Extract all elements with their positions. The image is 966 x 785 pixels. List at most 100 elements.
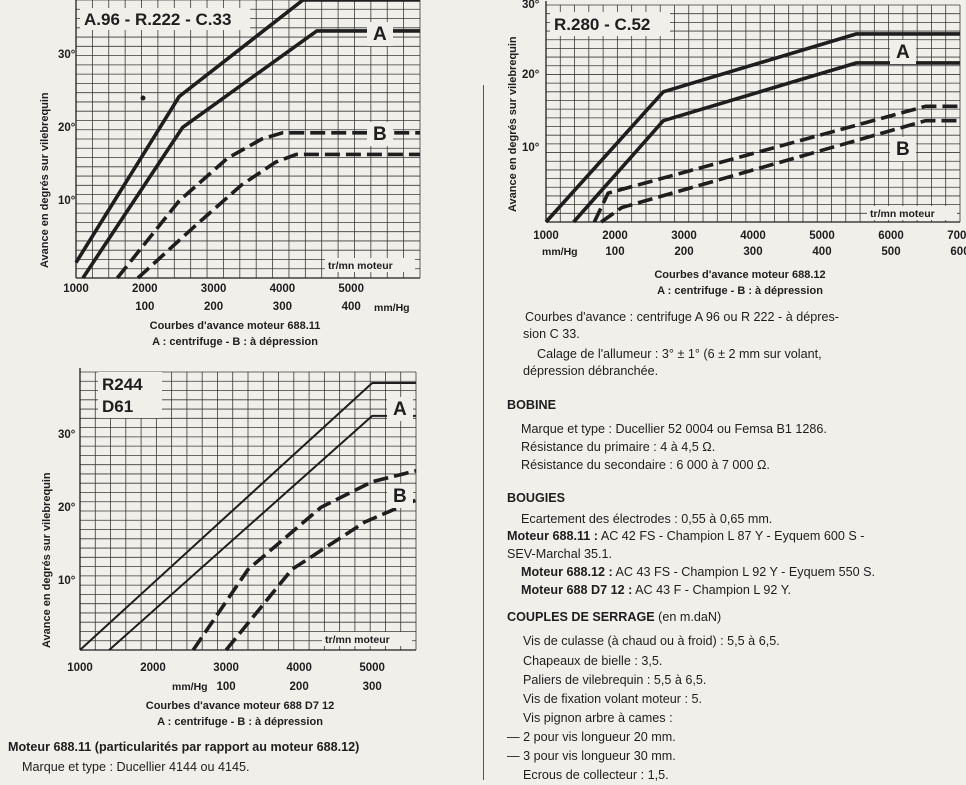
couples-line: Vis de fixation volant moteur : 5. [523, 692, 702, 706]
moteur-heading: Moteur 688.11 (particularités par rappor… [8, 740, 360, 754]
x-tick-label: 5000 [338, 283, 364, 295]
chart-title-box [80, 8, 250, 30]
series-label: B [896, 139, 910, 160]
y-tick-label: 10° [522, 142, 540, 154]
bougies-ecart: Ecartement des électrodes : 0,55 à 0,65 … [521, 512, 773, 526]
chart-title-box [98, 372, 162, 418]
x-tick-label: 2000 [602, 230, 628, 242]
bougies-moteur-1: Moteur 688.11 : AC 42 FS - Champion L 87… [507, 527, 864, 546]
x2-axis-unit: mm/Hg [374, 302, 410, 314]
y-tick-label: 20° [58, 502, 76, 514]
bougies-m1-label: Moteur 688.11 : [507, 529, 598, 543]
bougies-m2-label: Moteur 688.12 : [521, 565, 613, 579]
couples-line: Paliers de vilebrequin : 5,5 à 6,5. [523, 673, 707, 687]
y-tick-label: 10° [58, 195, 76, 207]
series-label: A [393, 399, 407, 420]
y-axis-label: Avance en degrés sur vilebrequin [507, 36, 519, 212]
series-label: B [393, 486, 407, 507]
y-tick-label: 30° [58, 429, 76, 441]
x-tick-label: 6000 [878, 230, 904, 242]
x2-tick-label: 400 [812, 246, 831, 258]
bobine-heading: BOBINE [507, 398, 556, 412]
x-axis-unit: tr/mn moteur [328, 260, 393, 272]
x2-tick-label: 300 [273, 301, 292, 313]
y-tick-label: 30° [58, 49, 76, 61]
x-tick-label: 5000 [809, 230, 835, 242]
x2-tick-label: 100 [216, 681, 235, 693]
series-label-bg [367, 122, 393, 146]
bobine-line: Marque et type : Ducellier 52 0004 ou Fe… [521, 422, 827, 436]
series-label: A [896, 42, 910, 63]
x2-tick-label: 300 [743, 246, 762, 258]
x-tick-label: 4000 [270, 283, 296, 295]
couples-heading: COUPLES DE SERRAGE [507, 610, 655, 624]
chart-caption: Courbes d'avance moteur 688 D7 12 A : ce… [115, 698, 365, 730]
bougies-m3-text: AC 43 F - Champion L 92 Y. [635, 583, 791, 597]
caption-line-1: Courbes d'avance moteur 688 D7 12 [145, 700, 335, 712]
y-tick-label: 10° [58, 575, 76, 587]
series-label-bg [890, 137, 916, 161]
series-label: A [373, 24, 387, 45]
series-label-bg [387, 484, 413, 508]
x2-tick-label: 100 [135, 301, 154, 313]
series-B-dashed-line [136, 152, 420, 280]
series-label-bg [367, 22, 393, 46]
couples-line: Ecrous de collecteur : 1,5. [523, 768, 669, 782]
couples-line: Chapeaux de bielle : 3,5. [523, 654, 663, 668]
series-A-solid-line [544, 32, 960, 224]
series-B-dashed-line [592, 104, 960, 223]
caption-line-2: A : centrifuge - B : à dépression [157, 716, 323, 728]
courbes-para: Courbes d'avance : centrifuge A 96 ou R … [525, 310, 839, 324]
bougies-moteur-2: Moteur 688.12 : AC 43 FS - Champion L 92… [521, 563, 875, 582]
y-tick-label: 30° [522, 0, 540, 11]
x2-tick-label: 600 [950, 246, 966, 258]
caption-line-1: Courbes d'avance moteur 688.11 [149, 320, 321, 332]
x-tick-label: 4000 [286, 662, 312, 674]
couples-line: Vis de culasse (à chaud ou à froid) : 5,… [523, 634, 780, 648]
bobine-line: Résistance du primaire : 4 à 4,5 Ω. [521, 440, 716, 454]
y-axis-label: Avance en degrés sur vilebrequin [39, 92, 51, 268]
series-label: B [373, 124, 387, 145]
x-tick-label: 3000 [201, 283, 227, 295]
x2-tick-label: 200 [674, 246, 693, 258]
x2-tick-label: 500 [881, 246, 900, 258]
marque-line: Marque et type : Ducellier 4144 ou 4145. [22, 760, 250, 774]
x-tick-label: 1000 [533, 230, 559, 242]
bougies-m1-text: AC 42 FS - Champion L 87 Y - Eyquem 600 … [600, 529, 865, 543]
x2-tick-label: 100 [605, 246, 624, 258]
chart-title-line: D61 [102, 397, 133, 416]
x2-axis-unit: mm/Hg [542, 246, 578, 258]
bobine-line: Résistance du secondaire : 6 000 à 7 000… [521, 458, 770, 472]
y-tick-label: 20° [522, 69, 540, 81]
caption-line-2: A : centrifuge - B : à dépression [657, 285, 823, 297]
chart-688-11: A.96 - R.222 - C.33 Avance en degrés sur… [39, 0, 421, 314]
x2-tick-label: 200 [290, 681, 309, 693]
couples-unit: (en m.daN) [658, 610, 722, 624]
series-label-bg [890, 40, 916, 64]
y-axis-label: Avance en degrés sur vilebrequin [41, 472, 53, 648]
bougies-m2-text: AC 43 FS - Champion L 92 Y - Eyquem 550 … [615, 565, 875, 579]
couples-dash-line: — 2 pour vis longueur 20 mm. [507, 730, 676, 744]
x2-axis-unit: mm/Hg [172, 681, 208, 693]
y-tick-label: 20° [58, 122, 76, 134]
x-tick-label: 4000 [740, 230, 766, 242]
column-divider [483, 85, 484, 780]
x2-tick-label: 300 [363, 681, 382, 693]
chart-688-d7-12: R244 D61 Avance en degrés sur vilebrequi… [41, 368, 417, 693]
x-tick-label: 1000 [63, 283, 89, 295]
x-tick-label: 3000 [213, 662, 239, 674]
chart-title-box [550, 12, 670, 36]
chart-caption: Courbes d'avance moteur 688.12 A : centr… [615, 267, 865, 299]
calage-para: Calage de l'allumeur : 3° ± 1° (6 ± 2 mm… [537, 347, 822, 361]
x-tick-label: 1000 [67, 662, 93, 674]
bougies-m3-label: Moteur 688 D7 12 : [521, 583, 633, 597]
ink-dot [140, 95, 146, 101]
chart-title: A.96 - R.222 - C.33 [84, 10, 231, 29]
series-label-bg [387, 397, 413, 421]
series-A-solid-line [74, 0, 420, 264]
x-axis-unit: tr/mn moteur [325, 634, 390, 646]
chart-688-12: R.280 - C.52 Avance en degrés sur vilebr… [507, 0, 966, 258]
chart-title: R.280 - C.52 [554, 15, 650, 34]
courbes-para-cont: sion C 33. [523, 327, 580, 341]
